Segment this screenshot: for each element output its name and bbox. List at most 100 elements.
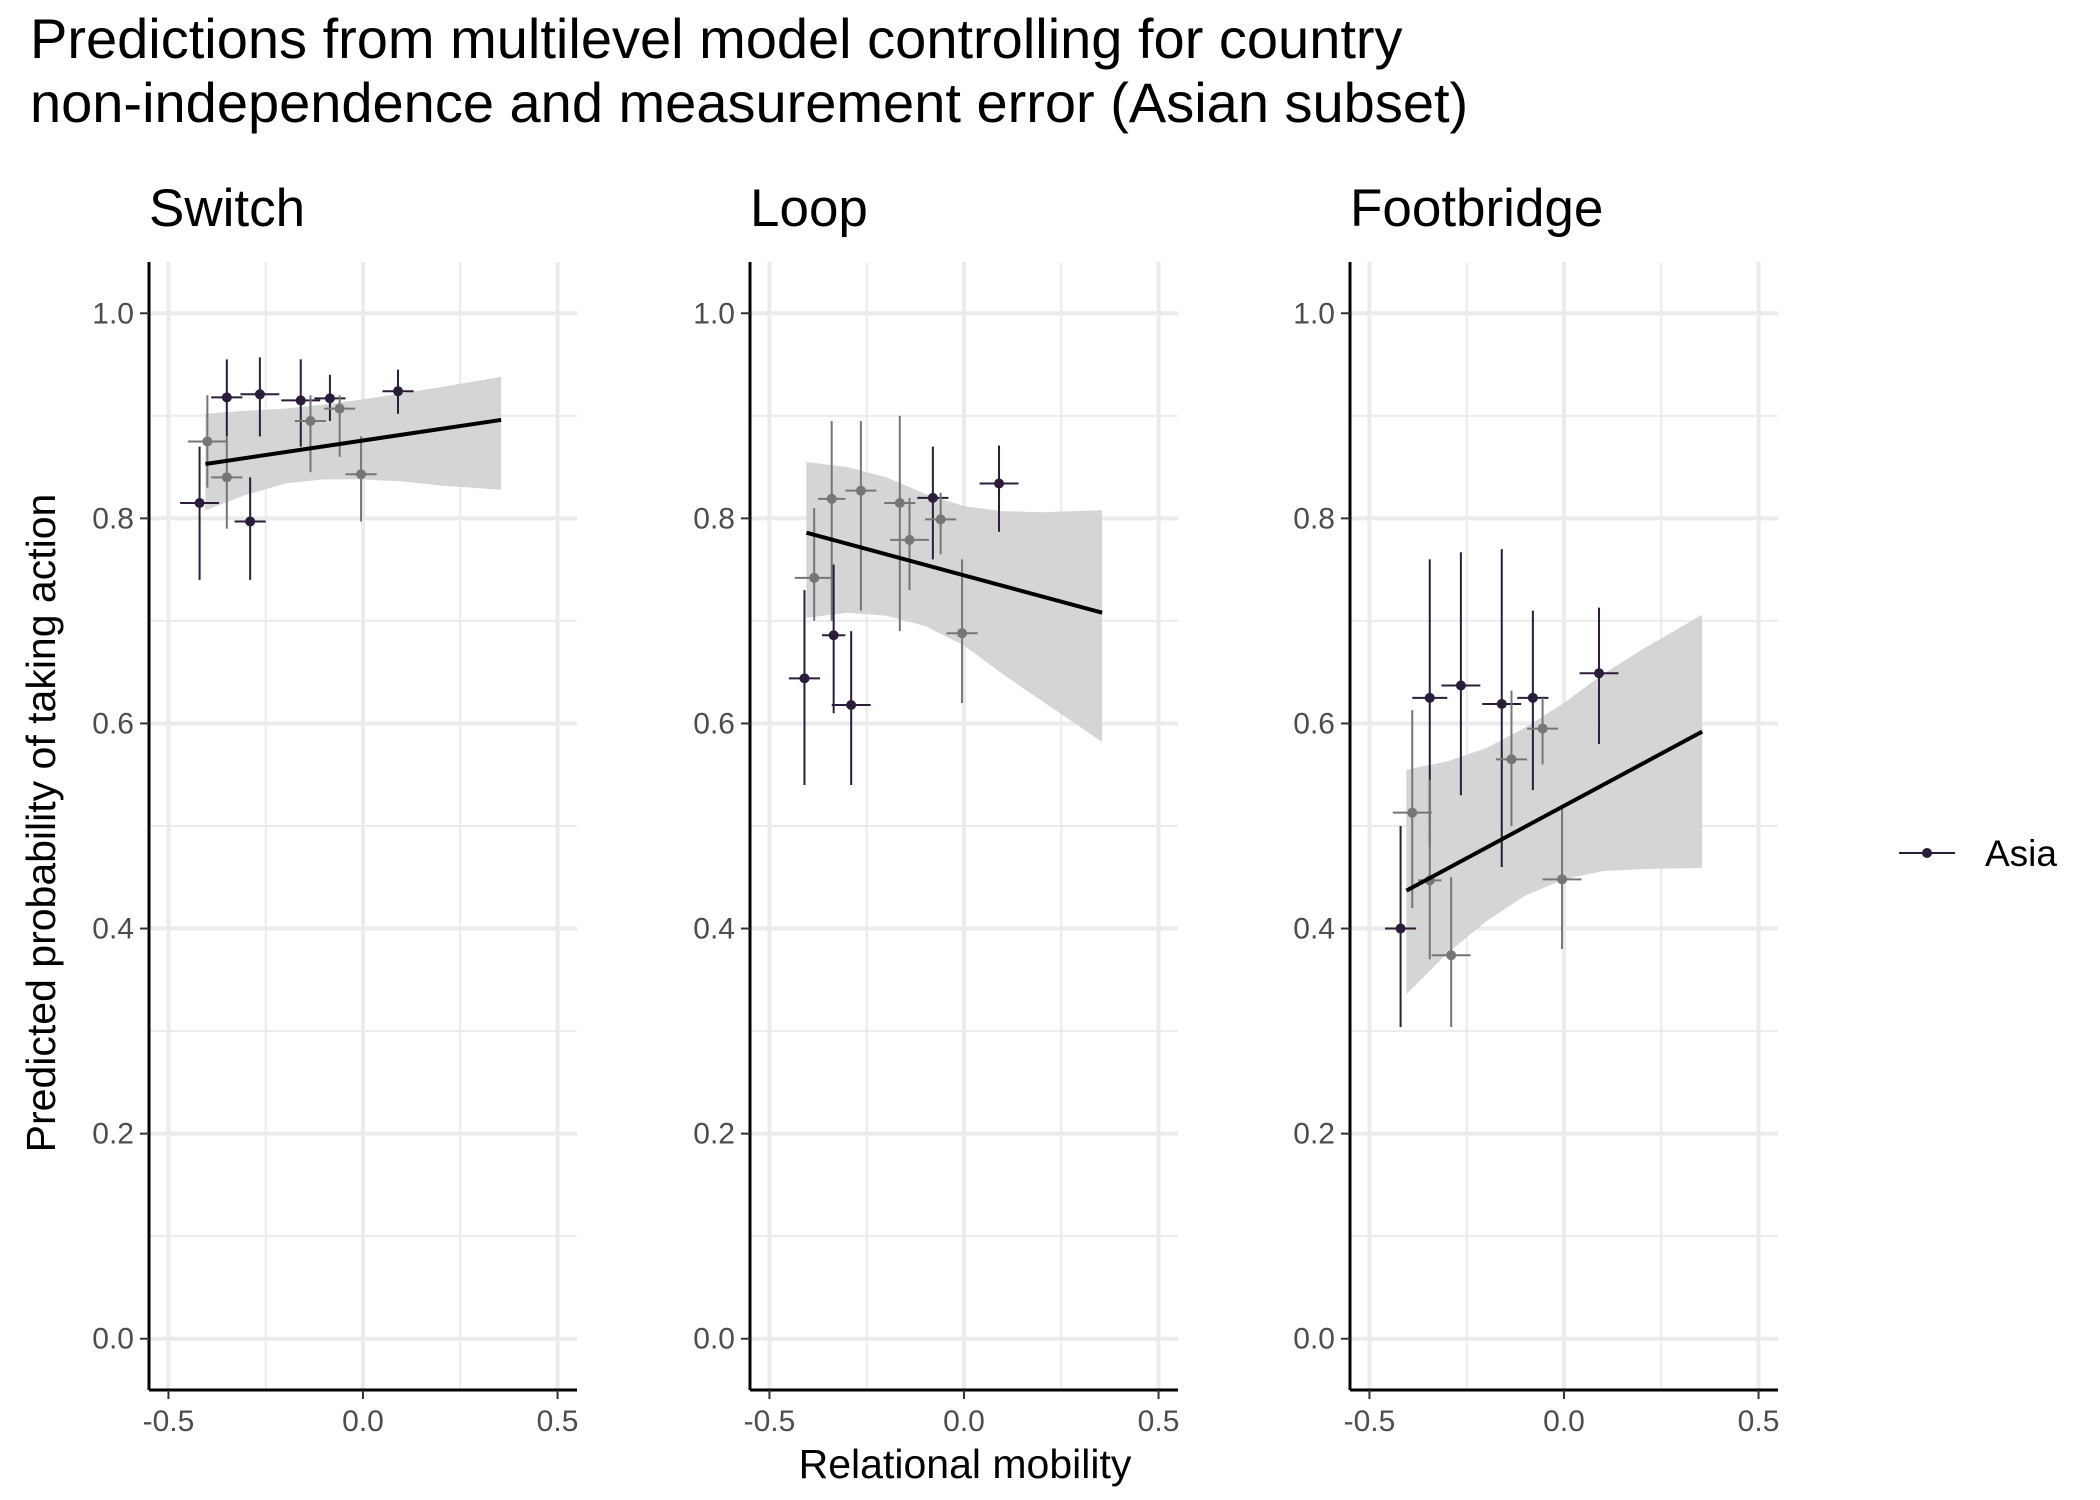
point-marker	[904, 534, 915, 545]
y-tick-label: 0.4	[693, 913, 735, 946]
data-point	[314, 374, 346, 421]
y-axis-title: Predicted probability of taking action	[18, 494, 64, 1153]
y-tick-label: 0.8	[693, 502, 735, 535]
x-tick-label: 0.5	[1138, 1405, 1180, 1438]
point-marker	[1446, 950, 1457, 961]
gridlines	[750, 262, 1178, 1390]
data-point	[211, 436, 243, 529]
data-point	[1392, 710, 1432, 909]
point-marker	[245, 516, 256, 527]
point-marker	[957, 628, 968, 639]
y-tick-label: 1.0	[92, 297, 134, 330]
y-tick-label: 1.0	[1293, 297, 1335, 330]
data-point	[1527, 697, 1559, 765]
point-marker	[1506, 754, 1517, 765]
point-marker	[1455, 680, 1466, 691]
y-tick-label: 1.0	[693, 297, 735, 330]
y-tick-label: 0.6	[693, 707, 735, 740]
legend-key-marker	[1922, 848, 1932, 858]
point-marker	[1407, 807, 1418, 818]
y-tick-label: 0.0	[92, 1323, 134, 1356]
data-point	[845, 420, 877, 611]
point-marker	[334, 403, 345, 414]
chart-title-line-1: Predictions from multilevel model contro…	[30, 7, 1403, 70]
x-axis-title: Relational mobility	[799, 1441, 1132, 1487]
x-tick-label: 0.0	[342, 1405, 384, 1438]
panel-title: Footbridge	[1350, 179, 1603, 238]
x-tick-label: 0.5	[1738, 1405, 1780, 1438]
fit-line	[805, 530, 1103, 615]
data-point	[890, 497, 929, 591]
point-marker	[1395, 923, 1406, 934]
data-point	[1431, 877, 1471, 1027]
confidence-ribbon	[1406, 614, 1703, 995]
point-marker	[356, 469, 367, 480]
chart-title-line-2: non-independence and measurement error (…	[30, 71, 1468, 134]
legend: Asia	[1899, 833, 2057, 874]
data-point	[884, 415, 916, 632]
data-point	[1579, 607, 1619, 744]
point-marker	[799, 673, 810, 684]
point-marker	[295, 395, 306, 406]
y-tick-label: 0.4	[1293, 913, 1335, 946]
panel-title: Loop	[750, 179, 868, 238]
point-marker	[221, 472, 232, 483]
point-marker	[221, 392, 232, 403]
data-point	[788, 590, 821, 785]
data-point	[1495, 690, 1528, 826]
x-tick-label: -0.5	[143, 1405, 195, 1438]
point-marker	[305, 415, 316, 426]
data-point	[794, 508, 834, 621]
point-marker	[254, 389, 265, 400]
point-marker	[1537, 723, 1548, 734]
data-point	[240, 357, 280, 437]
point-marker	[194, 497, 205, 508]
point-marker	[202, 436, 213, 447]
data-point	[234, 477, 266, 580]
y-tick-label: 0.6	[92, 707, 134, 740]
point-marker	[826, 493, 837, 504]
data-point	[1542, 805, 1582, 950]
x-tick-label: -0.5	[1344, 1405, 1396, 1438]
panel-footbridge: Footbridge 0.0 0.2 0.4 0.6 0.8 1.0 -0.5 0.0 0.5	[1293, 179, 1779, 1438]
fit-line	[1405, 729, 1704, 893]
point-marker	[855, 485, 866, 496]
data-point	[818, 420, 846, 621]
y-tick-label: 0.8	[92, 502, 134, 535]
point-marker	[935, 514, 946, 525]
data-point	[917, 446, 949, 560]
data-point	[187, 395, 227, 488]
data-point	[324, 395, 356, 457]
data-point	[979, 445, 1019, 532]
y-tick-label: 0.2	[92, 1118, 134, 1151]
panel-switch: Switch 0.0 0.2 0.4 0.6 0.8 1.0 -0.5 0.0 0.5	[92, 179, 578, 1438]
x-tick-label: 0.5	[537, 1405, 579, 1438]
confidence-ribbon	[806, 462, 1103, 742]
point-marker	[846, 699, 857, 710]
data-point	[1441, 552, 1481, 796]
data-point	[946, 559, 978, 703]
data-point	[1385, 826, 1417, 1027]
data-point	[831, 631, 871, 785]
point-marker	[994, 478, 1005, 489]
data-point	[281, 359, 321, 447]
data-point	[1482, 549, 1522, 868]
point-marker	[894, 497, 905, 508]
panel-loop: Loop 0.0 0.2 0.4 0.6 0.8 1.0 -0.5 0.0 0.5	[693, 179, 1179, 1438]
x-tick-label: -0.5	[744, 1405, 796, 1438]
y-tick-label: 0.8	[1293, 502, 1335, 535]
panel-title: Switch	[149, 179, 305, 238]
data-point	[925, 492, 957, 555]
x-tick-label: 0.0	[1543, 1405, 1585, 1438]
x-tick-label: 0.0	[943, 1405, 985, 1438]
data-point	[821, 564, 846, 714]
point-marker	[1594, 668, 1605, 679]
panels: Switch 0.0 0.2 0.4 0.6 0.8 1.0 -0.5 0.0 0.5 Loop 0.…	[92, 179, 1779, 1438]
y-tick-label: 0.4	[92, 913, 134, 946]
y-tick-label: 0.0	[693, 1323, 735, 1356]
fit-line	[205, 417, 502, 466]
y-tick-label: 0.6	[1293, 707, 1335, 740]
point-marker	[1557, 874, 1568, 885]
point-marker	[927, 492, 938, 503]
